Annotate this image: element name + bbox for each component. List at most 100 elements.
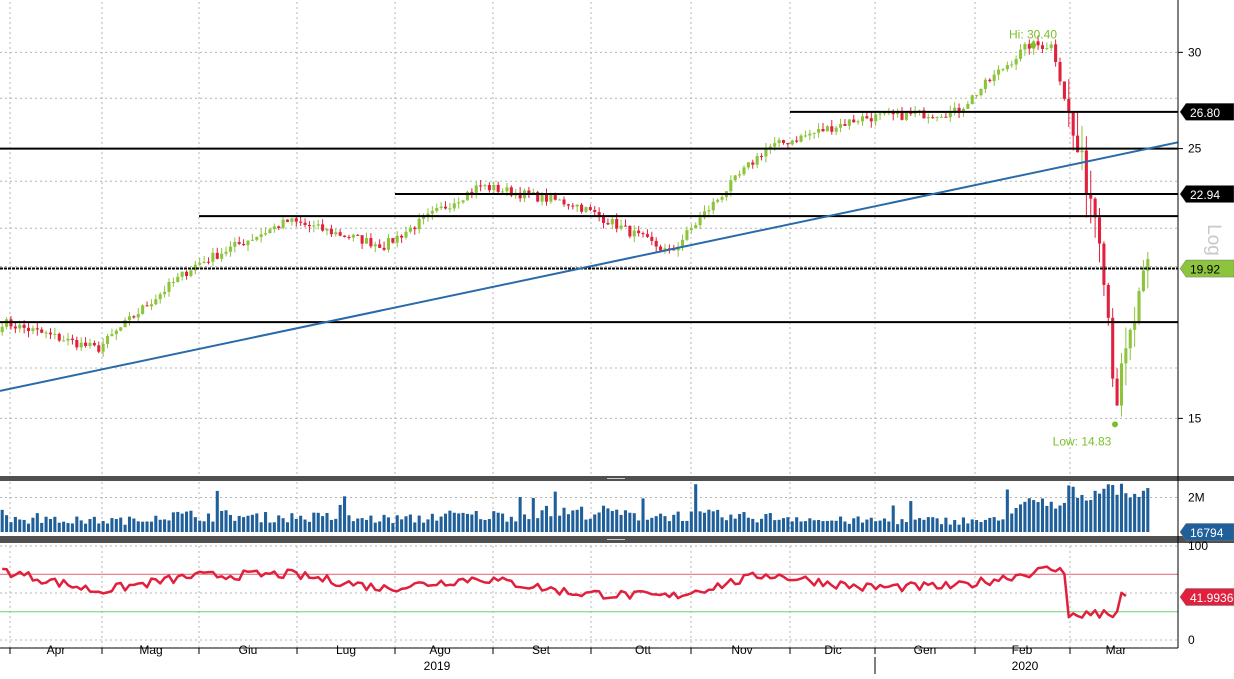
price-candle-body	[597, 212, 601, 217]
volume-bar	[856, 516, 860, 532]
volume-bar	[145, 521, 149, 532]
volume-bar	[615, 509, 619, 532]
volume-bar	[48, 519, 53, 532]
price-candle-body	[378, 244, 382, 248]
volume-bar	[101, 520, 105, 532]
volume-bar	[268, 522, 272, 532]
volume-bar	[1093, 490, 1097, 532]
grid-layer	[0, 2, 1178, 648]
volume-bar	[562, 507, 566, 532]
volume-bar	[487, 519, 491, 532]
price-candle-body	[44, 332, 48, 334]
price-candle-body	[711, 201, 715, 211]
price-candle-body	[224, 251, 228, 254]
price-candle-body	[606, 222, 610, 225]
price-candle-body	[422, 216, 426, 219]
price-level-tag-bg	[1179, 185, 1234, 203]
price-candle-body	[75, 339, 79, 348]
volume-bar	[601, 505, 606, 532]
volume-bar	[18, 519, 22, 532]
price-candle-body	[536, 192, 540, 202]
volume-bar	[176, 511, 180, 532]
price-candle-body	[158, 294, 162, 300]
panel-separator[interactable]	[0, 476, 1178, 481]
volume-bar	[830, 520, 834, 532]
volume-bar	[953, 520, 957, 532]
price-candle-body	[154, 299, 158, 305]
price-candle-body	[755, 156, 759, 165]
volume-bar	[790, 521, 794, 532]
volume-bar	[470, 514, 474, 532]
volume-bar	[1032, 500, 1036, 532]
price-candle-body	[492, 184, 496, 191]
volume-bar	[255, 513, 259, 532]
price-candle-body	[663, 248, 667, 251]
volume-axis-tick-label: 2M	[1188, 491, 1205, 505]
volume-bar	[1067, 485, 1071, 532]
price-candle-body	[953, 107, 957, 112]
volume-bar	[676, 511, 680, 532]
volume-bar	[1014, 508, 1018, 532]
volume-bar	[400, 519, 404, 532]
volume-bar	[904, 522, 908, 532]
price-candle-body	[132, 316, 136, 318]
price-candle-body	[983, 79, 987, 89]
price-candle-body	[944, 116, 948, 118]
price-candle-body	[176, 276, 180, 282]
price-candle-body	[88, 342, 92, 346]
volume-bar	[843, 521, 847, 532]
volume-bar	[1141, 490, 1145, 532]
rsi-last-value-tag: 41.9936	[1190, 591, 1234, 605]
panel-separator[interactable]	[0, 536, 1178, 543]
price-candle-body	[615, 218, 619, 229]
price-candle-body	[246, 240, 250, 246]
volume-bar	[422, 522, 426, 532]
price-candle-body	[1027, 44, 1031, 49]
volume-bar	[869, 517, 873, 532]
volume-bar	[1097, 493, 1102, 532]
price-candle-body	[127, 316, 132, 321]
price-level-tag: 26.80	[1190, 106, 1220, 120]
price-candle-body	[1119, 363, 1124, 406]
volume-panel	[0, 483, 1150, 532]
volume-bar	[663, 516, 667, 532]
volume-bar	[702, 512, 707, 532]
volume-bar	[123, 524, 127, 532]
price-candle-body	[808, 133, 812, 136]
price-candle-body	[909, 112, 913, 114]
volume-bar	[760, 518, 764, 532]
x-axis-month-label: Mag	[139, 643, 162, 657]
volume-bar	[588, 518, 592, 532]
volume-bar	[865, 519, 869, 532]
volume-bar	[501, 513, 505, 532]
price-candle-body	[904, 112, 908, 120]
volume-bar	[75, 516, 79, 532]
volume-bar	[773, 520, 777, 532]
price-candle-body	[975, 95, 979, 97]
price-candle-body	[1054, 44, 1058, 62]
volume-bar	[259, 522, 263, 532]
price-candle-body	[795, 140, 799, 142]
x-axis-month-label: Feb	[1012, 643, 1033, 657]
price-candle-body	[773, 143, 777, 147]
price-candle-body	[575, 204, 579, 207]
volume-bar	[9, 522, 13, 532]
price-candle-body	[702, 211, 707, 218]
volume-bar	[742, 512, 746, 532]
price-candle-body	[694, 225, 698, 229]
price-candle-body	[852, 119, 856, 123]
volume-bar	[575, 509, 579, 532]
volume-bar	[821, 521, 825, 532]
price-candle-body	[900, 111, 904, 120]
volume-bar	[426, 519, 430, 532]
volume-bar	[277, 515, 281, 532]
price-candle-body	[465, 191, 469, 201]
price-candle-body	[299, 221, 303, 223]
price-candle-body	[48, 332, 53, 335]
volume-bar	[667, 521, 671, 532]
volume-bar	[738, 513, 742, 532]
low-marker	[1112, 421, 1118, 428]
volume-bar	[1018, 504, 1023, 532]
price-candle-body	[760, 156, 764, 158]
price-candle-body	[707, 210, 711, 212]
